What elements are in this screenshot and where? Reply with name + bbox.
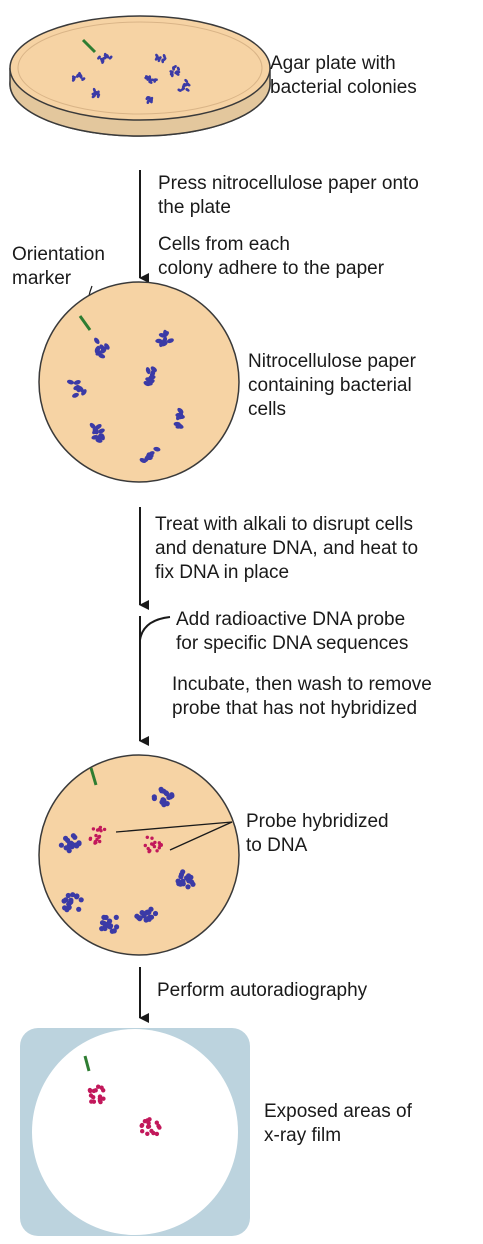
film-orientation-marker bbox=[83, 1055, 91, 1072]
agar-plate-label: Agar plate with bacterial colonies bbox=[270, 53, 417, 98]
hybridized-label: Probe hybridized to DNA bbox=[246, 811, 389, 856]
bacterial-colony bbox=[139, 446, 161, 464]
autoradiography-step-label: Perform autoradiography bbox=[157, 980, 368, 1001]
plate-colonies bbox=[71, 52, 191, 105]
plate-orientation-marker bbox=[81, 38, 97, 54]
dna-colony bbox=[151, 786, 175, 808]
probe-step-label: Add radioactive DNA probe for specific DN… bbox=[176, 609, 409, 654]
bacterial-colony bbox=[66, 379, 87, 398]
bacterial-colony bbox=[71, 71, 86, 82]
bacterial-colony bbox=[89, 422, 105, 443]
bacterial-colony bbox=[154, 53, 167, 64]
bacterial-colony bbox=[143, 366, 157, 387]
dna-colony bbox=[58, 833, 82, 854]
bacterial-colony bbox=[94, 337, 110, 359]
dna-colony bbox=[61, 892, 84, 913]
paper-colonies bbox=[66, 329, 185, 464]
alkali-step-label: Treat with alkali to disrupt cells and de… bbox=[155, 514, 419, 583]
bacterial-colony bbox=[91, 87, 101, 99]
hybridized-filter bbox=[38, 754, 240, 956]
orientation-marker-label: Orientation marker bbox=[12, 244, 105, 289]
hybridized-leader-1 bbox=[115, 821, 233, 833]
exposed-spot bbox=[139, 1117, 162, 1137]
paper-orientation-marker bbox=[78, 315, 92, 331]
probe-branch-line bbox=[139, 616, 171, 641]
bacterial-colony bbox=[173, 407, 185, 429]
hybridized-colony bbox=[143, 835, 163, 854]
bacterial-colony bbox=[169, 65, 181, 78]
dna-colony bbox=[99, 914, 120, 934]
dna-colony bbox=[175, 869, 196, 890]
exposed-spot bbox=[87, 1084, 106, 1105]
bacterial-colony bbox=[155, 329, 174, 348]
filter-hybridized-colonies bbox=[88, 825, 163, 854]
agar-plate bbox=[9, 15, 271, 137]
dna-colony bbox=[134, 906, 159, 923]
adhere-step-label: Cells from each colony adhere to the pape… bbox=[158, 234, 385, 279]
nitrocellulose-paper bbox=[38, 281, 240, 483]
incubate-step-label: Incubate, then wash to remove probe that … bbox=[172, 674, 432, 719]
hybridized-leader-2 bbox=[169, 821, 233, 851]
paper-label: Nitrocellulose paper containing bacterial… bbox=[248, 351, 416, 420]
xray-film bbox=[20, 1028, 250, 1236]
film-exposed-spots bbox=[87, 1084, 162, 1137]
bacterial-colony bbox=[145, 96, 154, 105]
hybridized-colony bbox=[88, 825, 107, 845]
filter-blue-colonies bbox=[58, 786, 196, 934]
bacterial-colony bbox=[97, 52, 113, 64]
bacterial-colony bbox=[144, 75, 158, 84]
filter-orientation-marker bbox=[89, 767, 98, 786]
bacterial-colony bbox=[177, 78, 191, 92]
film-label: Exposed areas of x-ray film bbox=[264, 1101, 412, 1146]
press-step-label: Press nitrocellulose paper onto the plate bbox=[158, 173, 419, 218]
